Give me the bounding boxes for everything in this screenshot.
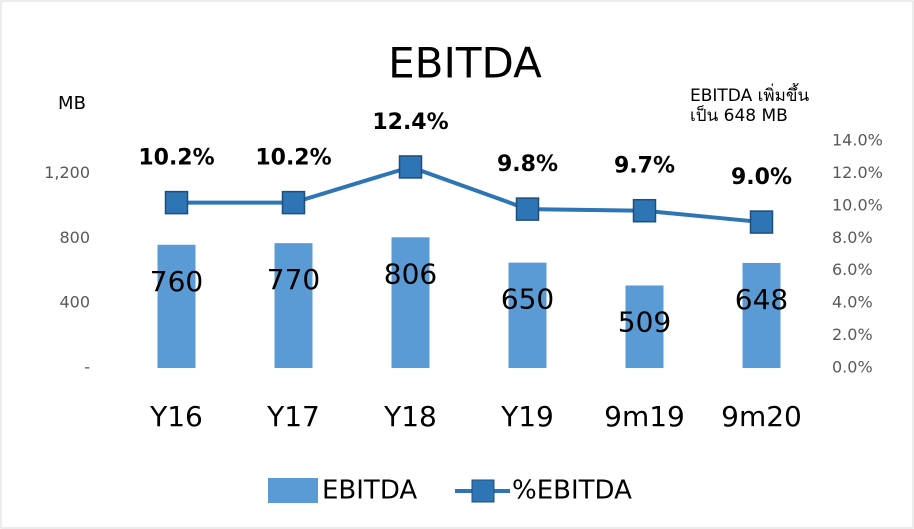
bar-value-label: 648	[735, 283, 788, 316]
bar-value-label: 760	[150, 265, 203, 298]
y2-tick-label: 0.0%	[832, 358, 873, 377]
x-tick-label: 9m20	[721, 400, 802, 433]
y-tick-label: 400	[59, 293, 90, 312]
bar	[157, 244, 196, 368]
line-value-label: 9.0%	[731, 165, 792, 190]
x-tick-label: Y16	[149, 400, 203, 433]
line-marker	[515, 197, 540, 221]
line-marker	[281, 190, 306, 215]
line-marker	[398, 155, 423, 179]
y2-tick-label: 8.0%	[832, 228, 873, 247]
bar-value-label: 806	[384, 257, 437, 290]
line-marker	[632, 198, 657, 223]
legend-label: %EBITDA	[512, 476, 632, 506]
bar	[742, 262, 781, 368]
line	[176, 164, 762, 225]
legend-label: EBITDA	[322, 476, 417, 506]
line-value-label: 9.7%	[614, 154, 675, 179]
bar	[274, 243, 313, 368]
y-tick-label: -	[84, 358, 90, 377]
y2-tick-label: 12.0%	[832, 163, 883, 182]
bar	[508, 262, 547, 368]
y2-tick-label: 10.0%	[832, 195, 883, 214]
x-tick-label: Y19	[500, 400, 554, 433]
x-tick-label: Y17	[266, 400, 320, 433]
y2-tick-label: 14.0%	[832, 131, 883, 150]
x-tick-label: Y18	[383, 400, 437, 433]
bar	[391, 237, 430, 368]
line-value-label: 9.8%	[497, 152, 558, 177]
chart-title: EBITDA	[388, 39, 542, 88]
line-value-label: 10.2%	[255, 146, 331, 171]
line-marker	[749, 210, 774, 234]
y-tick-label: 1,200	[44, 163, 90, 182]
annotation: เป็น 648 MB	[690, 104, 788, 126]
y2-tick-label: 4.0%	[832, 293, 873, 312]
y-axis-label: MB	[58, 93, 86, 114]
bar-value-label: 509	[618, 305, 671, 338]
annotation: EBITDA เพิ่มขึ้น	[690, 83, 809, 106]
bar-value-label: 770	[267, 263, 320, 296]
legend-swatch	[471, 479, 495, 503]
x-tick-label: 9m19	[604, 400, 685, 433]
y2-tick-label: 2.0%	[832, 325, 873, 344]
line-value-label: 12.4%	[372, 110, 448, 135]
legend-swatch	[268, 478, 318, 503]
bar-value-label: 650	[501, 283, 554, 316]
y-tick-label: 800	[59, 228, 90, 247]
y2-tick-label: 6.0%	[832, 260, 873, 279]
line-value-label: 10.2%	[138, 146, 214, 171]
line-marker	[164, 190, 189, 215]
bar	[625, 285, 664, 368]
